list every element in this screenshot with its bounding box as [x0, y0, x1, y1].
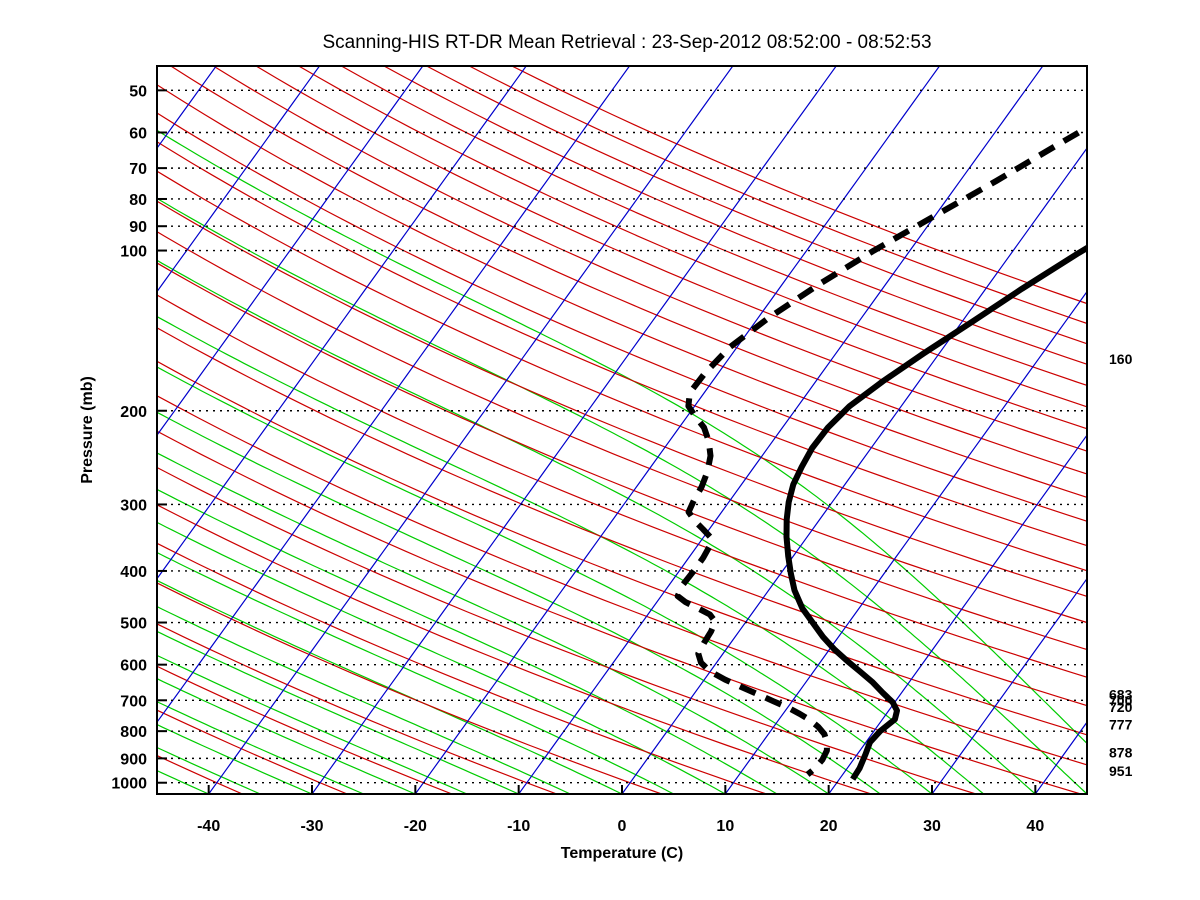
dry-adiabat-220: [426, 66, 1087, 345]
dry-adiabat-150: [157, 84, 1087, 498]
mixing-ratio-25: [157, 411, 881, 794]
mixing-ratio-10: [157, 521, 726, 794]
x-tick-label--20: -20: [404, 818, 427, 835]
dry-adiabat-210: [383, 66, 1087, 365]
y-tick-label-200: 200: [120, 404, 147, 421]
profile-dewpoint: [674, 124, 1087, 777]
isotherm--60: [157, 66, 527, 580]
isotherm-30: [931, 577, 1087, 794]
x-tick-label-10: 10: [716, 818, 734, 835]
y-tick-label-70: 70: [129, 161, 147, 178]
y-tick-label-100: 100: [120, 244, 147, 261]
right-label-160: 160: [1109, 351, 1133, 367]
mixing-ratio-50: [157, 129, 1087, 745]
dry-adiabat-120: [157, 170, 1087, 572]
y-tick-label-600: 600: [120, 658, 147, 675]
y-tick-label-300: 300: [120, 497, 147, 514]
isotherm--40: [208, 66, 734, 794]
isotherm-lines: [157, 66, 1087, 794]
x-tick-label-20: 20: [820, 818, 838, 835]
y-tick-label-80: 80: [129, 192, 147, 209]
dry-adiabat--20: [157, 665, 453, 794]
mixing-ratio-35: [157, 315, 985, 794]
x-tick-label--40: -40: [197, 818, 220, 835]
y-tick-label-1000: 1000: [111, 776, 147, 793]
y-tick-label-50: 50: [129, 83, 147, 100]
isotherm--10: [518, 66, 1044, 794]
dry-adiabat-100: [157, 231, 1087, 624]
isobar-gridlines: [157, 89, 1087, 784]
isotherm--70: [157, 66, 424, 437]
dry-adiabat-240: [511, 66, 1087, 305]
dry-adiabat-lines: [157, 66, 1087, 794]
dry-adiabat-230: [469, 66, 1087, 325]
dry-adiabat-80: [157, 294, 1087, 678]
mixing-ratio-0: [157, 579, 623, 794]
right-label-951: 951: [1109, 763, 1133, 779]
mixing-ratio-5: [157, 551, 674, 794]
isotherm-0: [621, 147, 1087, 794]
dry-adiabat-130: [157, 141, 1087, 547]
x-tick-label-30: 30: [923, 818, 941, 835]
isotherm-10: [724, 290, 1087, 794]
x-tick-label-40: 40: [1026, 818, 1044, 835]
profile-curves: [674, 124, 1087, 781]
dry-adiabat-40: [157, 430, 1081, 794]
dry-adiabat-10: [157, 542, 767, 794]
mixing-ratio--5: [157, 605, 571, 794]
right-label-700: 700: [1109, 692, 1133, 708]
y-tick-label-500: 500: [120, 616, 147, 633]
dry-adiabat-30: [157, 466, 977, 794]
dry-adiabat-70: [157, 327, 1087, 707]
mixing-ratio-45: [157, 197, 1087, 794]
isotherm--30: [311, 66, 837, 794]
dry-adiabat-20: [157, 504, 872, 794]
mixing-ratio--10: [157, 630, 519, 794]
dry-adiabat-160: [170, 66, 1087, 475]
y-tick-label-700: 700: [120, 693, 147, 710]
chart-title: Scanning-HIS RT-DR Mean Retrieval : 23-S…: [322, 32, 931, 53]
x-tick-label--10: -10: [507, 818, 530, 835]
x-tick-label--30: -30: [300, 818, 323, 835]
y-tick-label-800: 800: [120, 724, 147, 741]
dry-adiabat-170: [213, 66, 1087, 452]
isotherm--80: [157, 66, 320, 293]
dry-adiabat--10: [157, 623, 558, 794]
dry-adiabat-190: [298, 66, 1087, 408]
x-axis-label: Temperature (C): [561, 845, 683, 862]
profile-temperature: [783, 244, 1087, 781]
x-tick-label-0: 0: [618, 818, 627, 835]
right-label-777: 777: [1109, 716, 1133, 732]
y-axis-ticks: 50 60 70 80 90 100 200 300 400 500 600 700 800 900 100…: [111, 83, 167, 793]
y-tick-label-400: 400: [120, 564, 147, 581]
dry-adiabat-110: [157, 200, 1087, 597]
dry-adiabat-200: [341, 66, 1087, 387]
isotherm--20: [414, 66, 940, 794]
dry-adiabat-60: [157, 360, 1087, 736]
dry-adiabat-90: [157, 262, 1087, 651]
dry-adiabat-180: [255, 66, 1087, 430]
right-label-878: 878: [1109, 745, 1133, 761]
y-tick-label-900: 900: [120, 751, 147, 768]
dry-adiabat-50: [157, 395, 1087, 766]
isotherm-20: [828, 434, 1087, 794]
x-axis-ticks: -40 -30 -20 -10 0 10 20 30 40: [197, 785, 1044, 835]
dry-adiabat-0: [157, 582, 662, 794]
right-label-683: 683: [1109, 687, 1133, 703]
y-tick-label-60: 60: [129, 125, 147, 142]
mixing-ratio-20: [157, 452, 830, 794]
mixing-ratio-30: [157, 366, 933, 794]
y-tick-label-90: 90: [129, 219, 147, 236]
plot-interior: [157, 66, 1087, 794]
right-label-720: 720: [1109, 699, 1133, 715]
y-axis-label: Pressure (mb): [79, 376, 96, 484]
mixing-ratio-15: [157, 488, 778, 794]
isotherm--50: [157, 66, 630, 724]
